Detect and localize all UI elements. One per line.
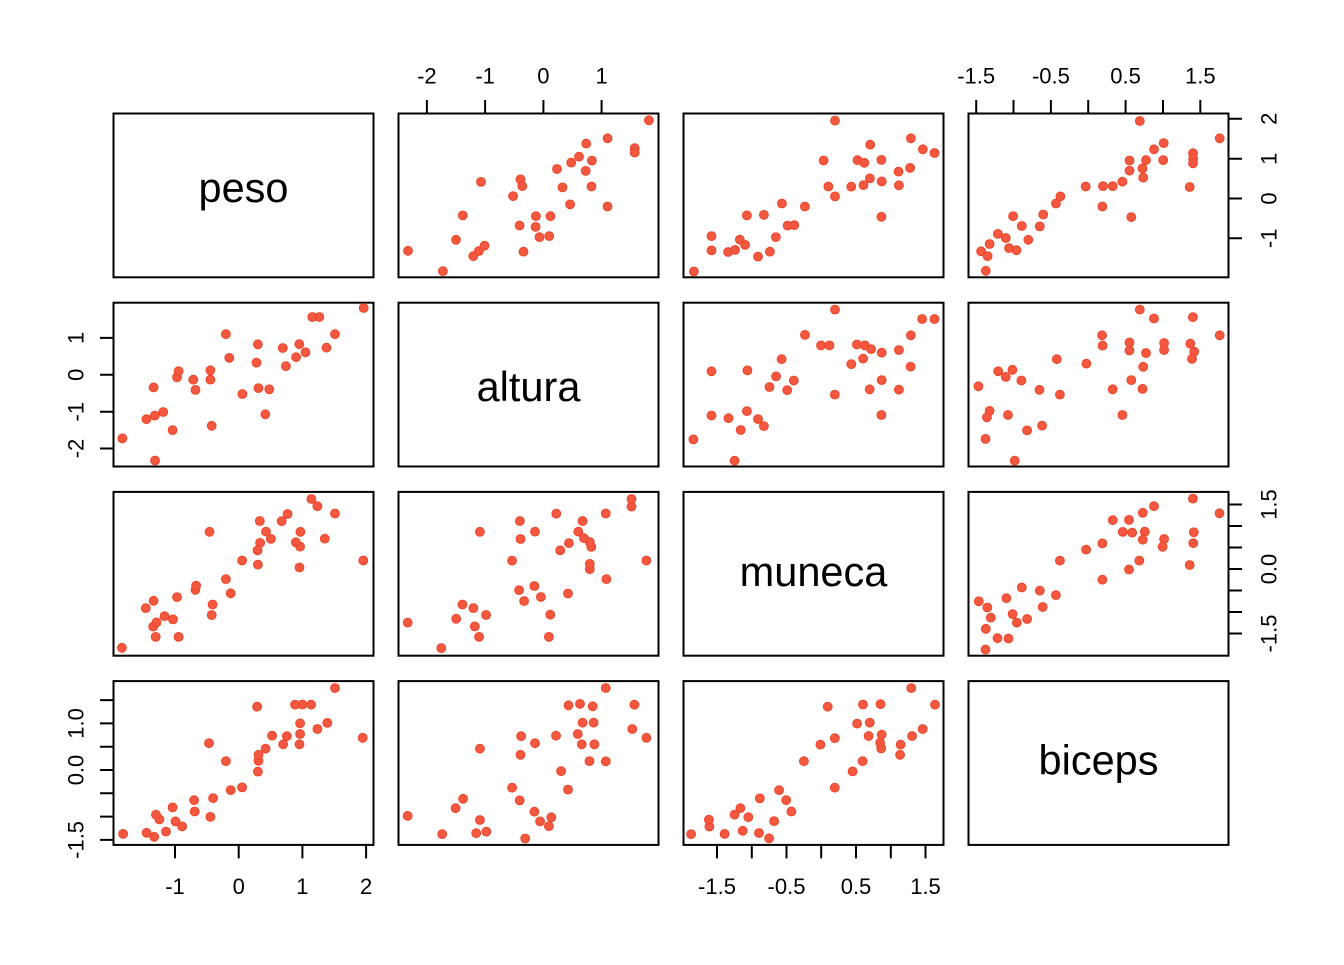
svg-text:0.0: 0.0 [63, 755, 88, 786]
svg-text:-1: -1 [1256, 229, 1281, 249]
svg-text:0.5: 0.5 [1110, 64, 1141, 89]
svg-text:1: 1 [63, 332, 88, 344]
svg-text:1.5: 1.5 [910, 874, 941, 899]
svg-text:2: 2 [1256, 113, 1281, 125]
svg-text:-1: -1 [165, 874, 185, 899]
svg-text:1.0: 1.0 [63, 708, 88, 739]
svg-text:-1: -1 [475, 64, 495, 89]
svg-text:-0.5: -0.5 [768, 874, 806, 899]
svg-text:-2: -2 [417, 64, 437, 89]
svg-text:-1.5: -1.5 [698, 874, 736, 899]
svg-text:0: 0 [537, 64, 549, 89]
svg-text:1.5: 1.5 [1256, 489, 1281, 520]
svg-text:2: 2 [360, 874, 372, 899]
svg-text:-1.5: -1.5 [1256, 615, 1281, 653]
svg-text:biceps: biceps [1039, 736, 1159, 783]
svg-text:-1: -1 [63, 402, 88, 422]
svg-text:-0.5: -0.5 [1032, 64, 1070, 89]
svg-text:1: 1 [595, 64, 607, 89]
svg-text:-1.5: -1.5 [957, 64, 995, 89]
svg-text:altura: altura [477, 363, 582, 410]
svg-text:0: 0 [233, 874, 245, 899]
svg-text:peso: peso [199, 164, 289, 211]
svg-text:-1.5: -1.5 [63, 821, 88, 859]
svg-text:1.5: 1.5 [1185, 64, 1216, 89]
svg-text:0: 0 [63, 369, 88, 381]
svg-text:0: 0 [1256, 192, 1281, 204]
svg-text:1: 1 [296, 874, 308, 899]
svg-text:muneca: muneca [740, 548, 889, 595]
svg-text:1: 1 [1256, 153, 1281, 165]
svg-text:0.0: 0.0 [1256, 554, 1281, 585]
svg-text:0.5: 0.5 [841, 874, 872, 899]
svg-text:-2: -2 [63, 439, 88, 459]
